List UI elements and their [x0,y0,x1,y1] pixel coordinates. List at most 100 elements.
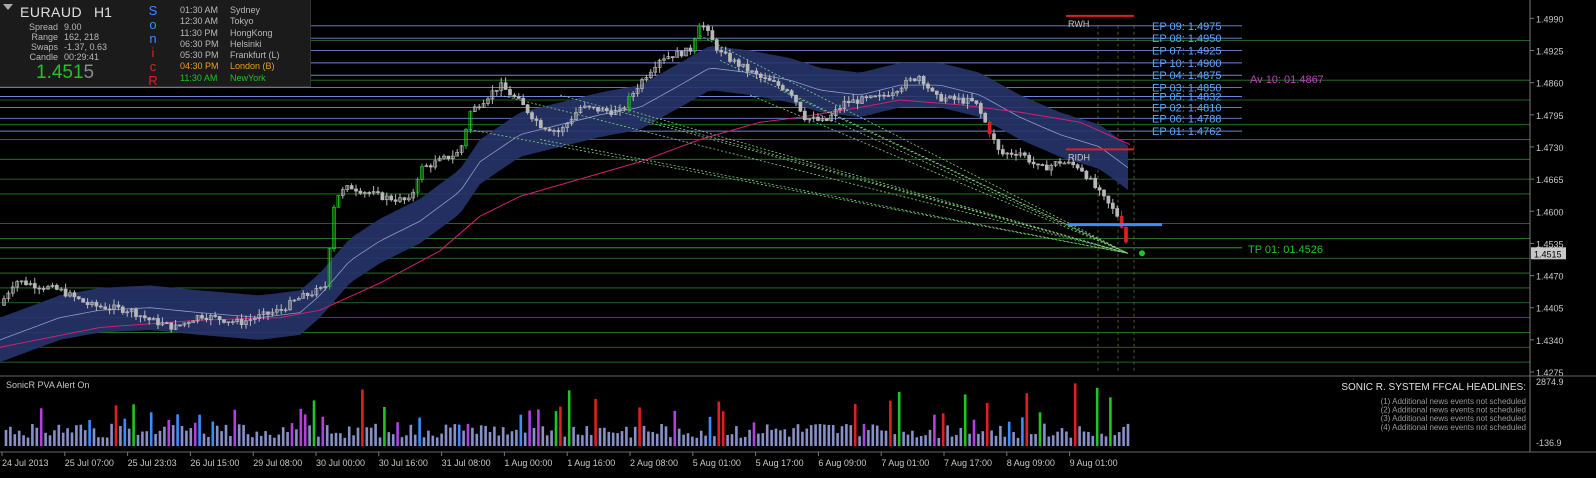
candle-body [156,318,160,326]
volume-bar [1021,417,1024,446]
candle-body [728,52,732,62]
candle-body [160,322,165,326]
candle-body [494,89,499,92]
candle-body [481,103,486,108]
volume-bar [391,434,395,446]
volume-label: SonicR PVA Alert On [6,380,89,390]
volume-bar [1016,437,1020,446]
volume-bar [765,424,769,446]
volume-bar [677,428,681,446]
candle-body [367,192,372,194]
time-tick-label: 2 Aug 08:00 [630,458,678,468]
candle-body [213,315,218,317]
volume-bar [651,431,655,446]
ep-label: EP 09: 1.4975 [1152,21,1222,33]
session-city: Frankfurt (L) [230,50,280,61]
candle-body [248,319,253,322]
stat-row: Range 162, 218 [28,32,107,42]
volume-bar [1078,426,1081,446]
volume-bar [647,431,650,446]
candle-body [142,315,147,319]
ep-label: EP 08: 1.4950 [1152,33,1222,45]
volume-bar [730,434,734,446]
volume-bar [303,414,307,446]
wave-center-line [0,67,1129,341]
stat-value: 9.00 [64,22,82,32]
candle-body [147,317,152,321]
volume-bar [321,416,325,446]
volume-bar [845,424,848,446]
candle-body [310,294,314,297]
candle-body [846,100,851,103]
candle-body [811,116,816,119]
candle-body [816,116,820,121]
candle-body [85,301,90,306]
candle-body [767,77,772,81]
headlines-title: SONIC R. SYSTEM FFCAL HEADLINES: [1341,382,1526,393]
volume-bar [185,430,188,446]
session-city: NewYork [230,72,266,83]
volume-bar [453,424,457,446]
ep-label: EP 01: 1.4762 [1152,126,1222,138]
volume-bar [171,425,175,446]
candle-body [450,155,455,160]
candle-body [261,311,266,315]
candle-body [279,309,284,311]
volume-bar [57,424,61,446]
volume-bar [603,427,606,446]
time-tick-label: 9 Aug 01:00 [1070,458,1118,468]
candle-body [257,314,262,319]
volume-bar [809,425,813,446]
volume-bar [801,431,804,446]
dropdown-icon[interactable] [3,4,13,10]
candle-body [582,105,587,108]
volume-bar [110,423,113,446]
volume-bar [449,427,452,446]
candle-body [1031,161,1036,165]
candle-body [798,101,803,112]
candle-body [486,98,490,104]
price-tick-label: 1.4535 [1536,239,1564,249]
candle-body [622,107,627,110]
candle-body [838,108,842,111]
time-tick-label: 6 Aug 09:00 [818,458,866,468]
candle-body [525,104,530,114]
volume-bar [26,437,30,446]
session-time: 05:30 PM [180,50,219,61]
candle-body [895,91,900,94]
volume-bar [343,437,347,446]
volume-panel: SonicR PVA Alert On 2874.9 -136.9 SONIC R. … [0,375,1596,448]
candle-body [116,304,121,308]
volume-bar [805,428,809,446]
candle-body [41,288,46,290]
time-tick-label: 31 Jul 08:00 [442,458,491,468]
candle-body [543,127,548,130]
candle-body [626,96,631,109]
volume-bar [581,435,584,446]
price-tick-label: 1.4470 [1536,272,1564,282]
candle-body [613,110,618,115]
candle-body [349,185,354,190]
candle-body [873,95,878,98]
volume-bar [955,434,958,446]
volume-bar [286,431,289,446]
candle-body [547,128,552,132]
volume-bar [224,424,228,446]
candle-body [987,121,992,135]
candle-body [420,166,424,180]
volume-bar [607,431,611,446]
volume-bar [101,437,105,446]
trendline [819,114,1129,254]
volume-bar [1025,393,1029,446]
volume-bar [1056,431,1059,446]
volume-bar [695,437,699,446]
volume-bar [189,428,193,446]
big-price: 1.4515 [36,62,94,84]
candle-body [226,321,231,324]
candle-body [824,118,829,121]
candle-body [314,288,319,296]
candle-body [736,59,741,67]
volume-bar [176,414,179,446]
